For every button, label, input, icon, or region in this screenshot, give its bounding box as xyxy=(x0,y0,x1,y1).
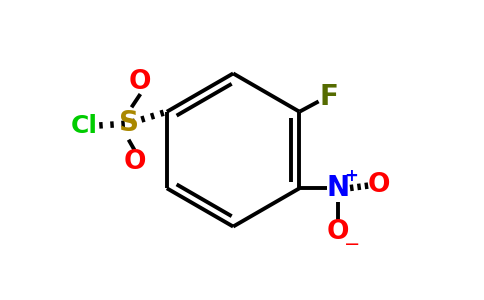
Text: O: O xyxy=(368,172,390,198)
Text: O: O xyxy=(129,69,151,95)
Text: O: O xyxy=(123,149,146,175)
Text: O: O xyxy=(327,219,349,245)
Text: +: + xyxy=(345,167,359,185)
Text: N: N xyxy=(326,174,349,202)
Text: −: − xyxy=(344,235,360,254)
Text: S: S xyxy=(119,110,138,137)
Text: F: F xyxy=(319,83,338,111)
Text: Cl: Cl xyxy=(71,114,98,138)
